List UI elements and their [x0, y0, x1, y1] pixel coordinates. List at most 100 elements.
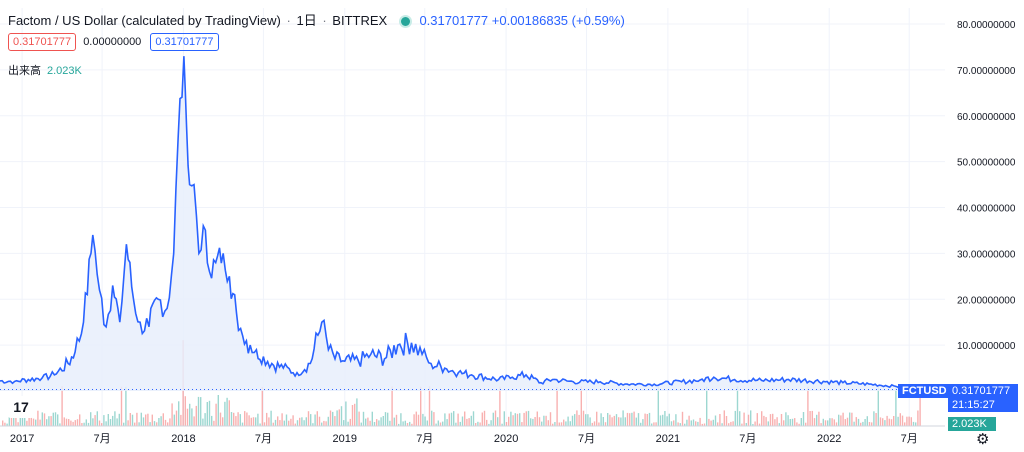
volume-bar [13, 411, 15, 426]
volume-bar [620, 417, 622, 426]
volume-bar [323, 420, 325, 426]
volume-bar [774, 419, 776, 426]
volume-bar [664, 411, 666, 426]
volume-bar [376, 419, 378, 426]
volume-bar [92, 418, 94, 426]
sell-price-box[interactable]: 0.31701777 [8, 33, 77, 51]
volume-bar [598, 422, 600, 426]
volume-bar [472, 411, 475, 426]
volume-bar [222, 417, 224, 426]
volume-bar [882, 418, 884, 426]
x-tick-label: 2018 [171, 433, 195, 445]
volume-bar [829, 418, 831, 426]
volume-bar [395, 414, 398, 426]
volume-bar [730, 421, 732, 426]
volume-bar [76, 419, 79, 426]
volume-bar [404, 420, 406, 426]
volume-bar [893, 416, 895, 426]
volume-bar [791, 418, 794, 426]
settings-gear-icon[interactable]: ⚙ [976, 431, 990, 448]
interval-label[interactable]: 1日 [296, 13, 317, 28]
volume-bar [778, 423, 780, 426]
price-change: +0.00186835 [491, 13, 569, 28]
volume-bar [477, 421, 479, 426]
volume-bar [263, 422, 266, 426]
volume-bar [358, 411, 360, 426]
volume-bar [2, 420, 4, 426]
volume-bar [193, 416, 195, 426]
volume-bar [501, 423, 503, 426]
volume-bar [428, 386, 431, 426]
volume-bar [409, 421, 411, 426]
volume-bar [257, 413, 259, 426]
volume-bar [6, 423, 8, 426]
volume-bar [233, 412, 235, 426]
volume-bar [785, 412, 787, 426]
volume-bar [156, 422, 158, 426]
volume-bar [879, 417, 882, 426]
volume-bar [802, 412, 805, 426]
volume-bar [875, 413, 877, 426]
volume-bar [754, 421, 756, 426]
volume-bar [450, 412, 453, 426]
volume-bar [483, 410, 486, 426]
volume-bar [178, 401, 180, 426]
volume-bar [402, 421, 404, 426]
volume-bar [382, 416, 384, 426]
volume-bar [497, 417, 499, 426]
volume-bar [398, 423, 400, 426]
volume-bar [701, 423, 703, 426]
volume-bar [552, 423, 554, 426]
volume-bar [314, 414, 316, 426]
volume-bar [437, 420, 439, 426]
volume-bar [266, 412, 268, 426]
volume-bar [354, 403, 356, 426]
volume-bar [63, 417, 65, 426]
volume-bar [624, 417, 626, 426]
volume-bar [103, 415, 105, 426]
volume-bar [90, 412, 92, 426]
volume-bar [794, 418, 796, 426]
volume-bar [780, 414, 783, 426]
volume-bar [648, 412, 651, 426]
volume-bar [431, 410, 433, 426]
y-tick-label: 10.00000000 [957, 341, 1016, 352]
volume-bar [369, 420, 371, 426]
volume-label: 出来高 [8, 65, 41, 77]
x-tick-label: 7月 [94, 433, 111, 445]
volume-bar [459, 421, 461, 426]
x-tick-label: 2022 [817, 433, 841, 445]
volume-bar [19, 416, 21, 426]
ohlc-row: 0.31701777 0.00000000 0.31701777 [8, 33, 223, 51]
volume-bar [585, 414, 587, 426]
volume-bar [857, 418, 860, 426]
x-tick-label: 2017 [10, 433, 34, 445]
volume-bar [538, 417, 541, 426]
volume-bar [873, 411, 875, 426]
volume-bar [345, 401, 347, 426]
volume-bar [747, 414, 750, 426]
volume-bar [851, 412, 853, 426]
volume-bar [197, 396, 200, 426]
volume-bar [901, 415, 904, 426]
buy-price-box[interactable]: 0.31701777 [150, 33, 219, 51]
volume-bar [662, 414, 664, 426]
tradingview-logo-icon[interactable]: 17 [7, 396, 35, 418]
volume-bar [626, 412, 629, 426]
volume-bar [741, 423, 743, 426]
volume-bar [292, 415, 294, 426]
volume-bar [224, 401, 226, 426]
volume-bar [543, 415, 545, 426]
volume-bar [98, 420, 101, 426]
volume-bar [783, 420, 785, 426]
volume-bar [288, 420, 290, 426]
volume-bar [666, 416, 668, 426]
volume-bar [657, 386, 659, 426]
symbol-title[interactable]: Factom / US Dollar (calculated by Tradin… [8, 13, 281, 28]
volume-bar [890, 419, 893, 426]
exchange-label: BITTREX [332, 13, 388, 28]
volume-bar [919, 386, 921, 426]
volume-bar [752, 424, 754, 426]
volume-bar [545, 415, 547, 426]
